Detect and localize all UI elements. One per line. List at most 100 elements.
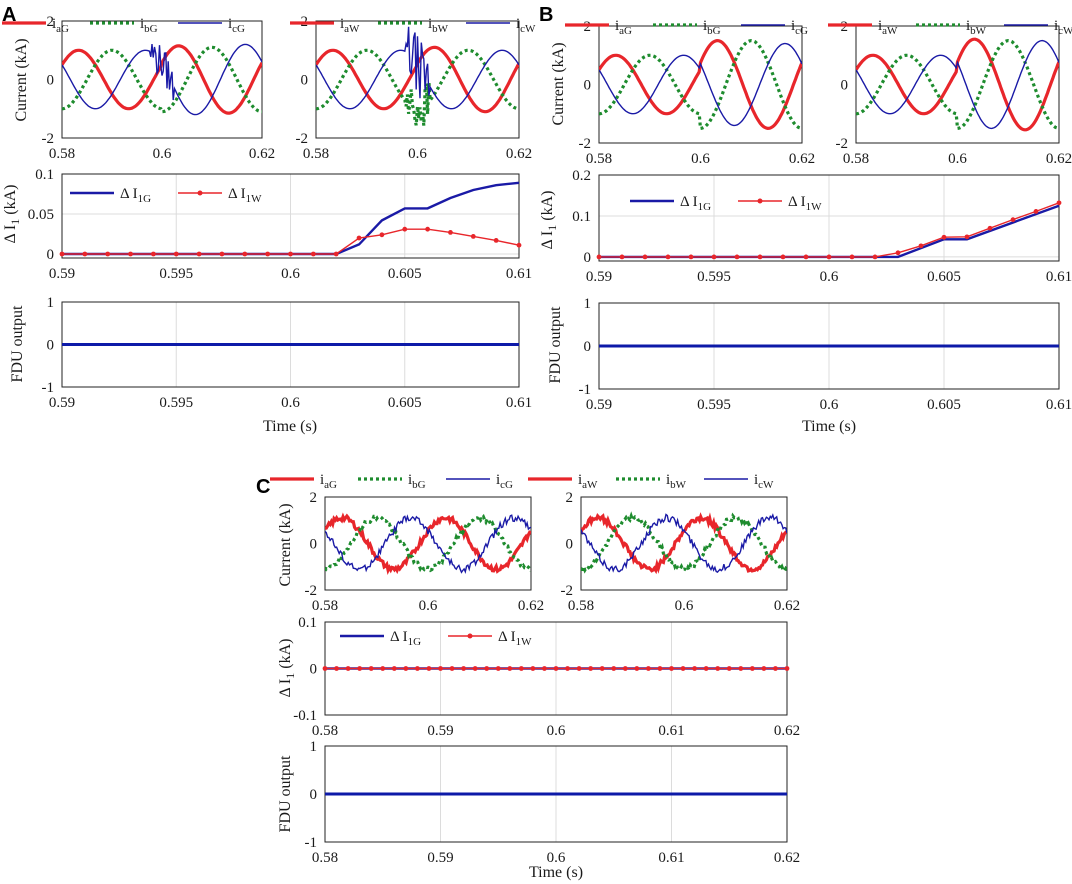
current-xtick-label: 0.62 xyxy=(518,598,544,614)
fdu-subplot: 0.59 0.595 0.6 0.605 0.61 1 0 -1 FDU output Time … xyxy=(9,295,532,435)
current-ytick-label: -2 xyxy=(561,583,574,599)
point-ΔI1W xyxy=(472,666,478,671)
delta-xtick-label: 0.605 xyxy=(927,269,961,285)
current-xtick-label: 0.58 xyxy=(312,598,338,614)
delta-ylabel: Δ I1 (kA) xyxy=(277,639,297,698)
fdu-xtick-label: 0.61 xyxy=(1046,397,1072,413)
delta-ytick-label: 0 xyxy=(47,247,55,263)
point-ΔI1W xyxy=(518,666,524,671)
point-ΔI1W xyxy=(669,666,674,671)
legend-sample-marker xyxy=(467,633,473,639)
fdu-xtick-label: 0.595 xyxy=(697,397,731,413)
fdu-ylabel: FDU output xyxy=(277,755,294,832)
point-ΔI1W xyxy=(565,666,570,671)
current-ylabel: Current (kA) xyxy=(550,42,567,125)
legend-label: ibG xyxy=(408,472,426,491)
current-frame xyxy=(324,496,532,591)
point-ΔI1W xyxy=(322,666,328,671)
current-frame xyxy=(598,25,803,144)
fdu-ytick-label: -1 xyxy=(579,382,592,398)
point-ΔI1W xyxy=(461,666,466,671)
legend-label: iaG xyxy=(52,16,69,35)
fdu-ytick-label: 1 xyxy=(584,296,592,312)
series-icG xyxy=(325,514,531,574)
delta-xtick-label: 0.6 xyxy=(547,723,566,739)
current-frame xyxy=(580,496,788,591)
legend-label: Δ I1G xyxy=(680,194,711,213)
delta-xtick-label: 0.61 xyxy=(506,266,532,282)
point-ΔI1W xyxy=(356,235,362,241)
point-ΔI1W xyxy=(642,254,648,260)
series-ΔI1G xyxy=(62,181,520,256)
current-xtick-label: 0.62 xyxy=(789,151,815,167)
point-ΔI1W xyxy=(576,666,582,671)
point-ΔI1W xyxy=(333,251,339,257)
series-ibG xyxy=(599,38,802,131)
legend-label: icG xyxy=(228,16,245,35)
delta-ytick-label: 0.1 xyxy=(572,209,591,225)
delta-ytick-label: 0 xyxy=(584,250,592,266)
fdu-xtick-label: 0.61 xyxy=(658,850,684,866)
point-ΔI1W xyxy=(918,243,924,249)
point-ΔI1W xyxy=(987,225,993,231)
current-ytick-label: 2 xyxy=(310,490,318,506)
current-ytick-label: -2 xyxy=(305,583,318,599)
legend-label: icG xyxy=(791,18,808,37)
point-ΔI1W xyxy=(448,230,453,235)
current-ytick-label: -2 xyxy=(579,136,592,152)
series-icW xyxy=(856,39,1059,130)
series-icG xyxy=(599,42,802,127)
delta-xtick-label: 0.62 xyxy=(774,723,800,739)
point-ΔI1W xyxy=(1010,217,1016,223)
current-xtick-label: 0.6 xyxy=(675,598,694,614)
panel-letter-B: B xyxy=(539,4,553,26)
delta-xtick-label: 0.58 xyxy=(312,723,338,739)
point-ΔI1W xyxy=(196,251,202,257)
series-ibW xyxy=(581,511,787,575)
fdu-xtick-label: 0.59 xyxy=(49,395,75,411)
legend-label: Δ I1W xyxy=(228,186,262,205)
legend-label: ibW xyxy=(428,16,449,35)
fdu-subplot: 0.59 0.595 0.6 0.605 0.61 1 0 -1 FDU output Time … xyxy=(547,296,1072,435)
current-subplot: 0.58 0.6 0.62 2 0 -2 iaG ibG icG Current (kA) xyxy=(270,472,544,614)
panel-letter-A: A xyxy=(2,4,16,26)
current-frame xyxy=(61,20,263,139)
point-ΔI1W xyxy=(82,251,88,257)
point-ΔI1W xyxy=(703,666,709,671)
point-ΔI1W xyxy=(368,666,374,671)
legend-label: icW xyxy=(1054,18,1072,37)
current-subplot: 0.58 0.6 0.62 2 0 -2 iaG ibG icG Current (kA) xyxy=(2,14,275,162)
legend-label: ibG xyxy=(140,16,158,35)
point-ΔI1W xyxy=(688,254,694,260)
fdu-xtick-label: 0.6 xyxy=(281,395,300,411)
fdu-subplot: 0.58 0.59 0.6 0.61 0.62 1 0 -1 FDU output Time (s… xyxy=(277,739,800,881)
current-xtick-label: 0.58 xyxy=(303,146,329,162)
point-ΔI1W xyxy=(749,666,755,671)
legend-label: iaG xyxy=(320,472,337,491)
series-icW xyxy=(581,513,787,573)
point-ΔI1W xyxy=(438,666,443,671)
point-ΔI1W xyxy=(726,666,732,671)
legend-label: Δ I1G xyxy=(390,629,421,648)
fdu-ylabel: FDU output xyxy=(547,306,564,383)
point-ΔI1W xyxy=(665,254,671,260)
current-xtick-label: 0.58 xyxy=(568,598,594,614)
current-ylabel: Current (kA) xyxy=(13,38,30,121)
current-ytick-label: 0 xyxy=(310,537,318,553)
fdu-xlabel: Time (s) xyxy=(802,418,856,435)
delta-xtick-label: 0.595 xyxy=(159,266,193,282)
current-ytick-label: 2 xyxy=(566,490,574,506)
point-ΔI1W xyxy=(553,666,559,671)
current-ytick-label: 2 xyxy=(841,19,849,35)
delta-ytick-label: 0.1 xyxy=(298,615,317,631)
fdu-xtick-label: 0.605 xyxy=(388,395,422,411)
delta-xtick-label: 0.605 xyxy=(388,266,422,282)
current-xtick-label: 0.6 xyxy=(408,146,427,162)
current-ytick-label: -2 xyxy=(42,131,55,147)
legend-label: Δ I1W xyxy=(788,194,822,213)
legend-label: iaW xyxy=(878,18,898,37)
point-ΔI1W xyxy=(738,666,744,671)
